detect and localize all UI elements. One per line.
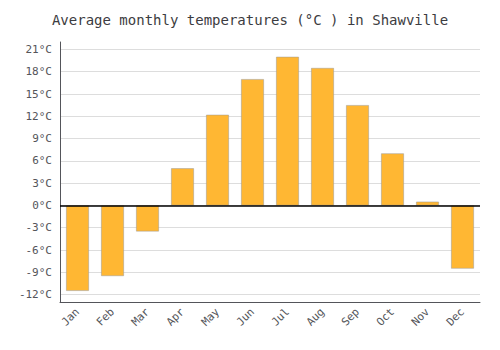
svg-text:3°C: 3°C xyxy=(32,177,52,190)
svg-text:Feb: Feb xyxy=(94,305,117,328)
svg-text:18°C: 18°C xyxy=(26,65,53,78)
svg-text:Jul: Jul xyxy=(269,305,292,328)
svg-text:21°C: 21°C xyxy=(26,43,53,56)
svg-text:15°C: 15°C xyxy=(26,88,53,101)
svg-text:Oct: Oct xyxy=(374,305,397,328)
svg-text:-12°C: -12°C xyxy=(19,288,52,301)
svg-text:Apr: Apr xyxy=(164,305,187,328)
svg-text:Dec: Dec xyxy=(444,305,467,328)
svg-text:Jan: Jan xyxy=(59,305,82,328)
svg-text:Sep: Sep xyxy=(339,305,362,328)
svg-text:Jun: Jun xyxy=(234,305,257,328)
svg-text:6°C: 6°C xyxy=(32,154,52,167)
svg-text:12°C: 12°C xyxy=(26,110,53,123)
svg-text:-9°C: -9°C xyxy=(26,266,53,279)
svg-text:Average monthly temperatures (: Average monthly temperatures (°C ) in Sh… xyxy=(52,12,448,28)
svg-text:9°C: 9°C xyxy=(32,132,52,145)
svg-text:Nov: Nov xyxy=(409,305,432,328)
svg-text:-6°C: -6°C xyxy=(26,244,53,257)
svg-text:0°C: 0°C xyxy=(32,199,52,212)
svg-text:-3°C: -3°C xyxy=(26,221,53,234)
svg-text:Mar: Mar xyxy=(129,305,152,328)
svg-text:May: May xyxy=(199,305,222,328)
svg-text:Aug: Aug xyxy=(304,305,327,328)
